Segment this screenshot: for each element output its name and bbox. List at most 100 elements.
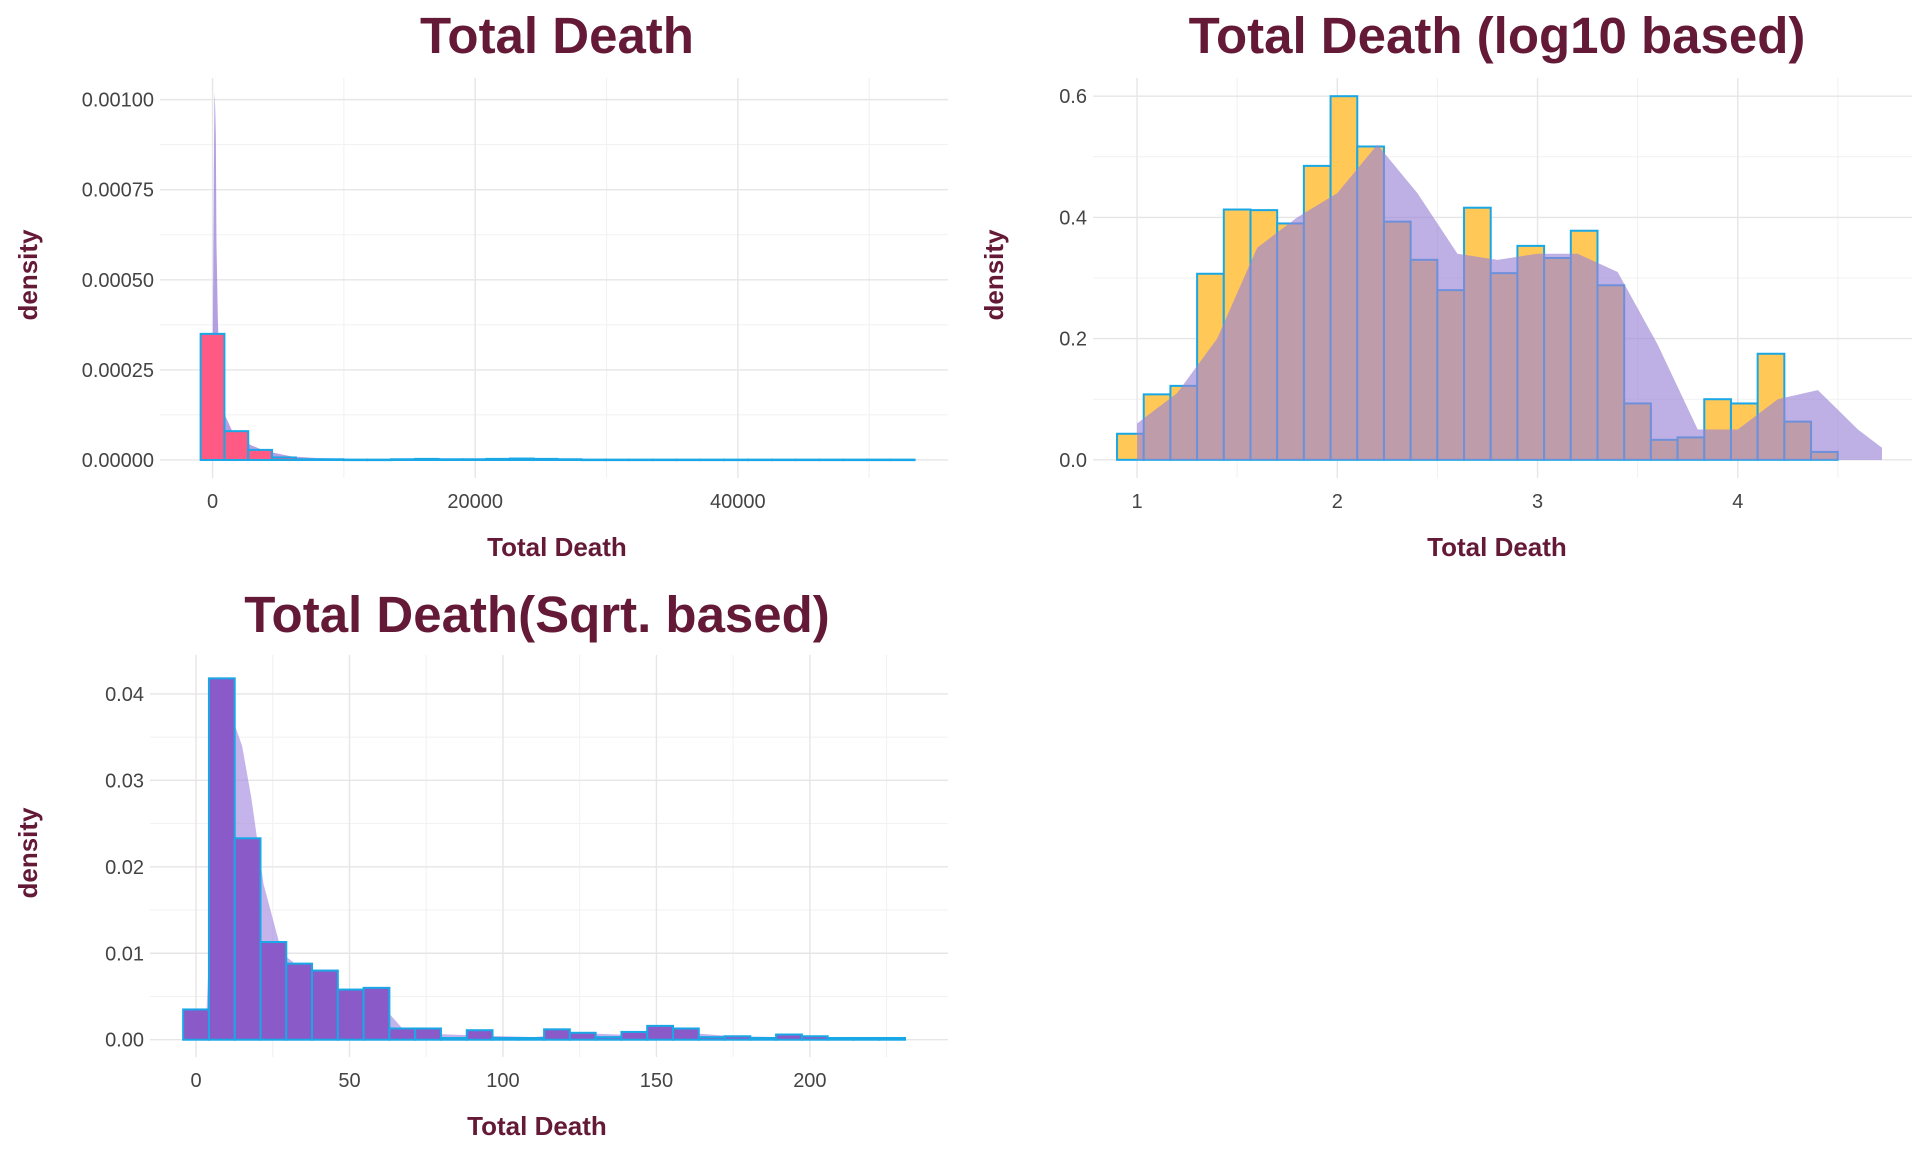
histogram-bar [594, 1036, 623, 1041]
histogram-bar [604, 458, 630, 462]
y-axis-title: density [13, 229, 43, 321]
histogram-bar [207, 677, 236, 1041]
histogram-bar [671, 1027, 700, 1041]
y-tick-label: 0.04 [105, 684, 144, 706]
histogram-bar [311, 969, 339, 1041]
histogram-bar [865, 458, 892, 462]
histogram-bar [271, 456, 297, 461]
y-tick-label: 0.02 [105, 857, 144, 879]
histogram-bar [465, 1029, 494, 1041]
chart-panel-total-death-log10: Total Death (log10 based) 1 2 3 4 0.0 0.2 0.4 0… [979, 7, 1912, 562]
chart-title: Total Death (log10 based) [1189, 7, 1806, 64]
histogram-bar [794, 458, 821, 462]
x-tick-label: 40000 [710, 491, 766, 513]
histogram-bar [800, 1035, 829, 1041]
x-tick-label: 20000 [447, 491, 503, 513]
histogram-bar [826, 1036, 855, 1041]
histogram-bar [439, 1036, 468, 1041]
histogram-bar [362, 986, 391, 1041]
histogram-bar [697, 1036, 726, 1041]
y-tick-label: 0.6 [1059, 86, 1087, 108]
histogram-bar [485, 457, 512, 461]
histogram-bar [532, 457, 559, 461]
histogram-bar [199, 332, 226, 461]
histogram-bar [390, 458, 416, 461]
histogram-bar [366, 458, 393, 462]
y-tick-label: 0.00025 [82, 360, 154, 382]
histogram-bar [556, 458, 583, 461]
histogram-bar [342, 458, 369, 462]
y-axis-title: density [13, 807, 43, 899]
plot-area: 0 50 100 150 200 0.00 0.01 0.02 0.03 0.04 [105, 655, 948, 1092]
histogram-bar [749, 1036, 778, 1041]
density-curve [1137, 144, 1882, 460]
histogram-bar [620, 1030, 649, 1041]
x-tick-label: 0 [207, 491, 218, 513]
histogram-bar [646, 1024, 674, 1041]
histogram-bar [388, 1027, 417, 1041]
chart-panel-total-death: Total Death 0 20000 40000 0.00000 0.00025 0.0… [13, 7, 948, 562]
x-axis-title: Total Death [487, 532, 627, 562]
x-tick-label: 200 [793, 1070, 826, 1092]
y-tick-label: 0.2 [1059, 329, 1087, 351]
histogram-bar [878, 1036, 907, 1041]
plot-area: 1 2 3 4 0.0 0.2 0.4 0.6 [1059, 78, 1912, 513]
y-tick-label: 0.00000 [82, 450, 154, 472]
x-tick-label: 3 [1532, 491, 1543, 513]
x-axis-title: Total Death [1427, 532, 1567, 562]
x-tick-label: 1 [1131, 491, 1142, 513]
histogram-bar [182, 1008, 210, 1041]
histogram-bar [509, 457, 535, 461]
histogram-bar [627, 458, 654, 462]
y-tick-label: 0.0 [1059, 450, 1087, 472]
histogram-bar [259, 941, 288, 1041]
histogram-bar [580, 458, 607, 462]
histogram-bar [699, 458, 726, 462]
chart-title: Total Death(Sqrt. based) [244, 586, 830, 643]
x-tick-label: 100 [486, 1070, 519, 1092]
histogram-bar [889, 458, 916, 462]
y-tick-label: 0.00050 [82, 270, 154, 292]
x-tick-label: 50 [338, 1070, 360, 1092]
histogram-bar [842, 458, 868, 462]
y-tick-label: 0.03 [105, 770, 144, 792]
x-tick-label: 2 [1332, 491, 1343, 513]
chart-panel-total-death-sqrt: Total Death(Sqrt. based) 0 50 100 150 200 0.0… [13, 586, 948, 1141]
histogram-bar [336, 988, 365, 1041]
histogram-bar [723, 1035, 752, 1041]
histogram-bar [770, 458, 797, 462]
histogram-bar [517, 1036, 546, 1041]
histogram-bar [543, 1028, 571, 1041]
plot-area: 0 20000 40000 0.00000 0.00025 0.00050 0.00075 0… [82, 78, 948, 513]
histogram-bar [294, 458, 321, 461]
histogram-bar [746, 458, 773, 462]
histogram-bar [247, 448, 274, 461]
histogram-bar [437, 458, 464, 461]
y-tick-label: 0.4 [1059, 207, 1087, 229]
histogram-bar [651, 458, 678, 462]
histogram-bar [461, 458, 488, 461]
histogram-bar [723, 458, 749, 462]
histogram-bar [233, 837, 262, 1041]
histogram-bar [414, 1027, 442, 1041]
x-tick-label: 0 [190, 1070, 201, 1092]
histogram-bar [223, 430, 250, 461]
x-tick-label: 4 [1732, 491, 1743, 513]
y-tick-label: 0.00075 [82, 180, 154, 202]
histogram-bar [318, 458, 345, 461]
y-tick-label: 0.01 [105, 943, 144, 965]
histogram-bar [675, 458, 702, 462]
histogram-bar [413, 457, 440, 461]
chart-title: Total Death [420, 7, 694, 64]
histogram-bar [285, 962, 314, 1041]
histogram-bar [818, 458, 845, 462]
histogram-bar [852, 1036, 881, 1041]
y-tick-label: 0.00 [105, 1030, 144, 1052]
x-tick-label: 150 [640, 1070, 673, 1092]
histogram-bar [491, 1036, 520, 1041]
y-tick-label: 0.00100 [82, 90, 154, 112]
y-axis-title: density [979, 229, 1009, 321]
x-axis-title: Total Death [467, 1111, 607, 1141]
